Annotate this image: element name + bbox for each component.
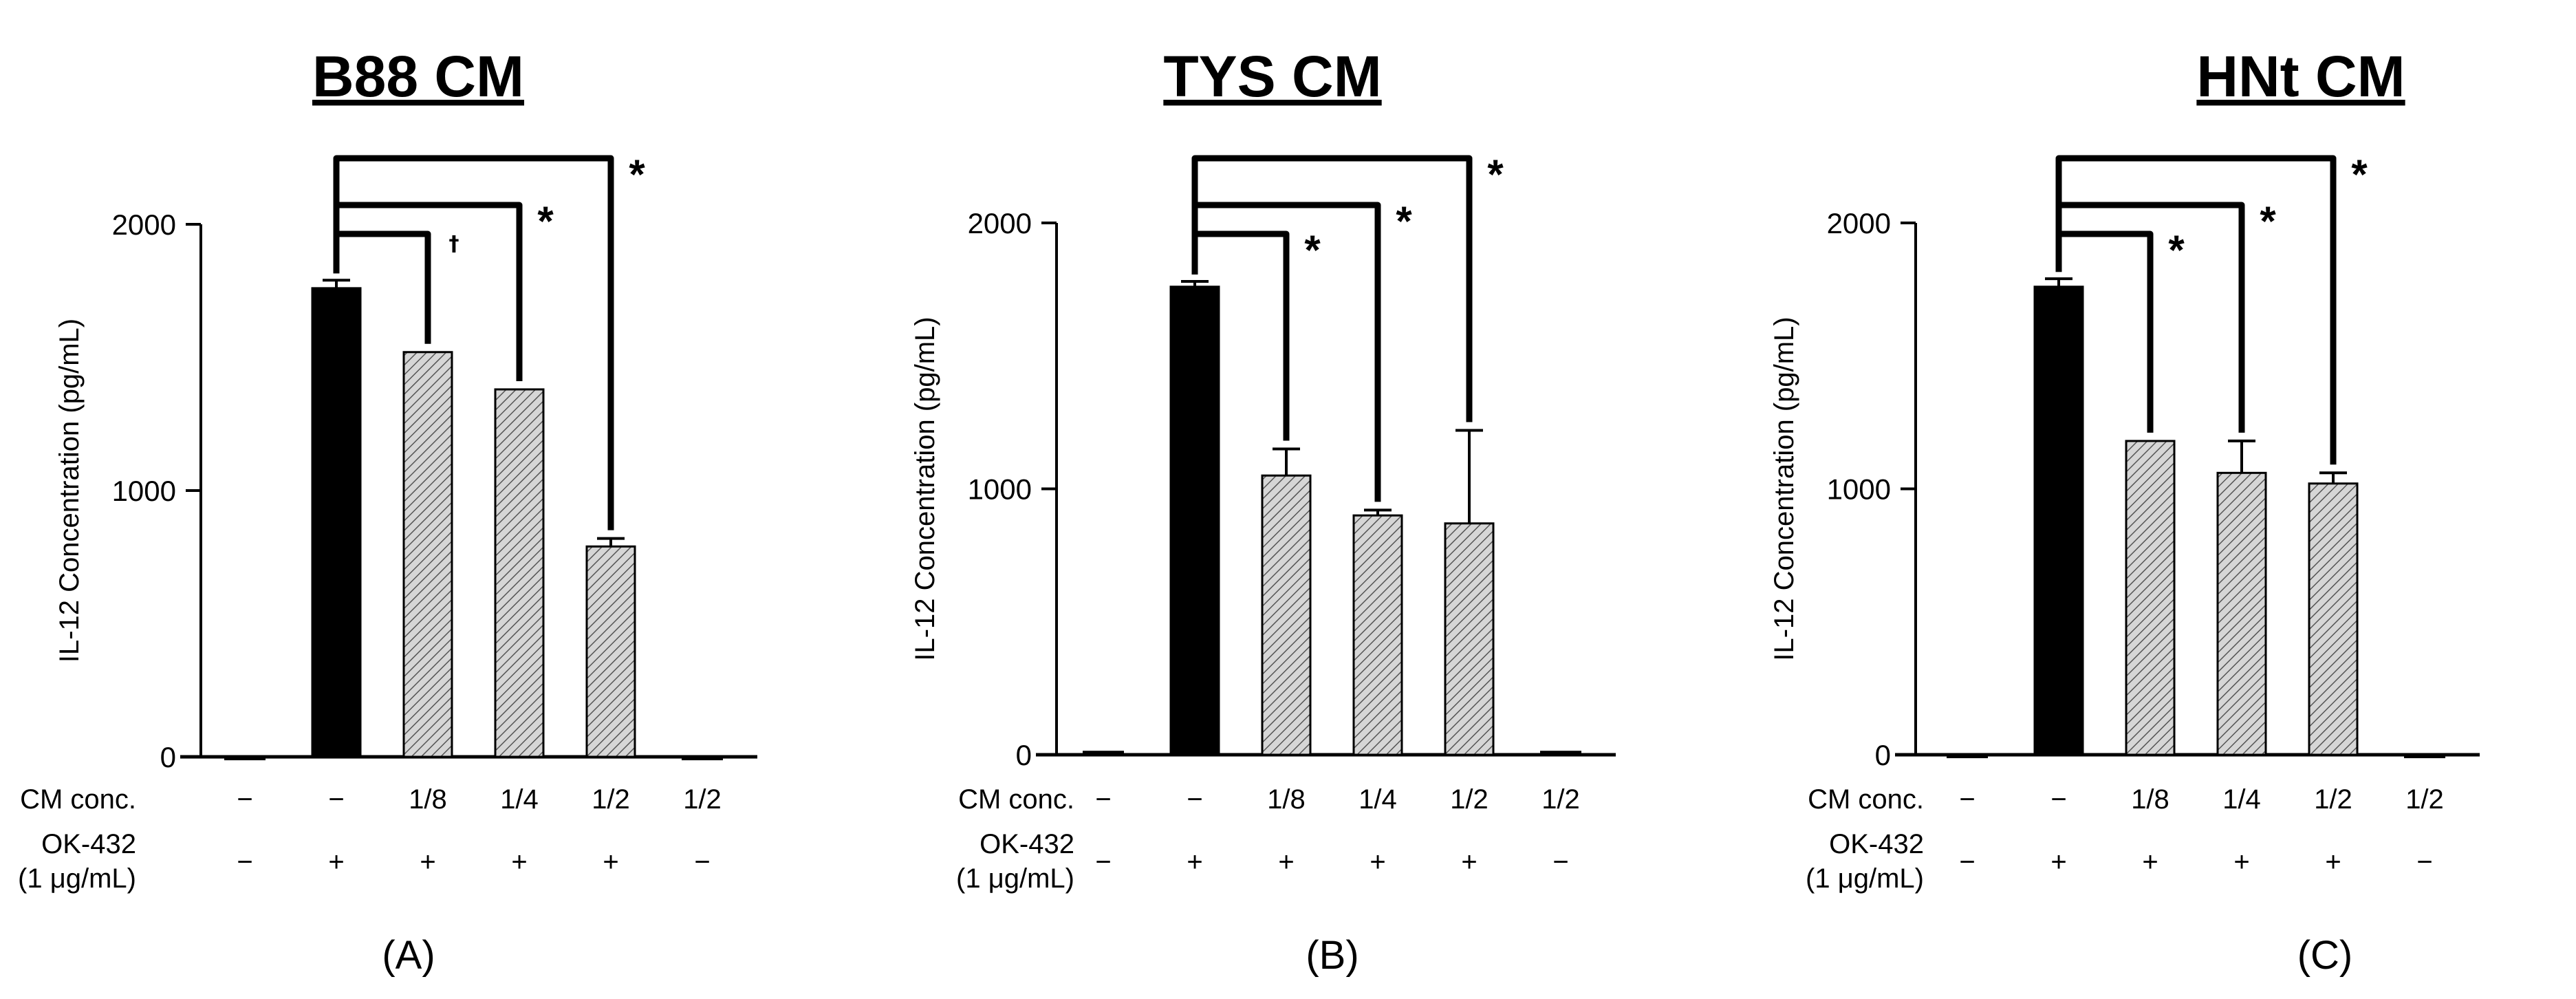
bar-5 xyxy=(1540,751,1581,755)
chart-panel-2: HNt CM 0 1000 2000 IL-12 Concentration (pg/m… xyxy=(1769,44,2480,978)
ok432-value: − xyxy=(1095,847,1111,877)
y-tick-label: 0 xyxy=(1016,739,1032,771)
panel-label: (A) xyxy=(382,933,435,978)
bar-4 xyxy=(2308,482,2359,756)
cm-conc-value: 1/2 xyxy=(2314,784,2352,815)
y-tick-label: 0 xyxy=(160,741,176,773)
significance-mark: * xyxy=(629,151,645,197)
ok432-row-label-unit: (1 μg/mL) xyxy=(1806,863,1924,894)
chart-title: TYS CM xyxy=(1163,44,1381,109)
cm-conc-value: − xyxy=(2050,784,2066,815)
y-tick-label: 1000 xyxy=(968,473,1032,506)
bar-1 xyxy=(311,287,362,758)
significance-mark: * xyxy=(2168,227,2185,273)
ok432-value: − xyxy=(1959,847,1975,877)
ok432-value: + xyxy=(2325,847,2341,877)
bar-0 xyxy=(224,757,266,760)
significance-mark: † xyxy=(449,232,459,256)
significance-mark: * xyxy=(2260,198,2276,244)
bar-2 xyxy=(2125,440,2176,756)
significance-mark: * xyxy=(1487,151,1504,197)
ok432-value: + xyxy=(2142,847,2158,877)
bar-1 xyxy=(1169,286,1220,756)
ok432-value: + xyxy=(2050,847,2066,877)
bar-3 xyxy=(494,388,545,758)
panel-label: (B) xyxy=(1306,933,1359,978)
significance-mark: * xyxy=(1396,198,1412,244)
significance-mark: * xyxy=(2351,151,2368,197)
cm-conc-value: 1/8 xyxy=(2131,784,2169,815)
y-axis-label: IL-12 Concentration (pg/mL) xyxy=(1769,316,1799,660)
ok432-value: − xyxy=(694,847,710,877)
bar-2 xyxy=(1261,474,1312,756)
y-tick-label: 1000 xyxy=(1827,473,1891,506)
ok432-value: + xyxy=(1187,847,1202,877)
chart-title: B88 CM xyxy=(312,44,524,109)
cm-conc-value: 1/2 xyxy=(683,784,722,815)
cm-conc-value: − xyxy=(1959,784,1975,815)
significance-bracket xyxy=(1191,155,1473,422)
bar-4 xyxy=(585,545,636,758)
ok432-row-label-unit: (1 μg/mL) xyxy=(956,863,1074,894)
cm-conc-value: 1/4 xyxy=(500,784,539,815)
ok432-value: − xyxy=(2416,847,2432,877)
bar-4 xyxy=(1444,522,1495,756)
y-tick-label: 2000 xyxy=(1827,207,1891,239)
significance-mark: * xyxy=(537,198,554,244)
cm-conc-value: 1/4 xyxy=(2222,784,2261,815)
chart-panel-0: B88 CM 0 1000 2000 IL-12 Concentration (pg/m… xyxy=(18,44,757,978)
cm-conc-value: 1/2 xyxy=(1450,784,1489,815)
cm-conc-value: 1/2 xyxy=(2405,784,2444,815)
cm-conc-value: − xyxy=(237,784,252,815)
y-axis-label: IL-12 Concentration (pg/mL) xyxy=(910,316,940,660)
y-tick-label: 0 xyxy=(1875,739,1891,771)
cm-conc-value: − xyxy=(1095,784,1111,815)
cm-conc-value: 1/2 xyxy=(1541,784,1580,815)
ok432-value: + xyxy=(1461,847,1477,877)
y-tick-label: 1000 xyxy=(112,475,176,507)
ok432-value: + xyxy=(603,847,618,877)
bar-3 xyxy=(2216,471,2267,756)
cm-conc-row-label: CM conc. xyxy=(1808,784,1924,815)
cm-conc-value: − xyxy=(328,784,344,815)
ok432-value: + xyxy=(2233,847,2249,877)
ok432-row-label-unit: (1 μg/mL) xyxy=(18,863,136,894)
bar-5 xyxy=(2404,755,2445,758)
bar-0 xyxy=(1083,751,1124,755)
cm-conc-value: 1/4 xyxy=(1359,784,1397,815)
ok432-row-label: OK-432 xyxy=(41,829,136,859)
ok432-value: + xyxy=(420,847,435,877)
cm-conc-row-label: CM conc. xyxy=(958,784,1074,815)
cm-conc-value: 1/8 xyxy=(409,784,447,815)
ok432-row-label: OK-432 xyxy=(979,829,1074,859)
chart-title: HNt CM xyxy=(2196,44,2405,109)
ok432-row-label: OK-432 xyxy=(1829,829,1924,859)
significance-bracket xyxy=(2055,155,2337,465)
bar-0 xyxy=(1947,755,1988,758)
cm-conc-value: 1/2 xyxy=(592,784,630,815)
ok432-value: − xyxy=(1552,847,1568,877)
ok432-value: + xyxy=(1278,847,1294,877)
bar-3 xyxy=(1352,514,1403,756)
panel-label: (C) xyxy=(2297,933,2353,978)
bar-5 xyxy=(682,757,723,760)
ok432-value: + xyxy=(328,847,344,877)
cm-conc-value: − xyxy=(1187,784,1202,815)
significance-mark: * xyxy=(1304,227,1321,273)
ok432-value: − xyxy=(237,847,252,877)
y-tick-label: 2000 xyxy=(112,208,176,241)
y-tick-label: 2000 xyxy=(968,207,1032,239)
bar-2 xyxy=(402,351,453,758)
cm-conc-row-label: CM conc. xyxy=(20,784,136,815)
bar-1 xyxy=(2033,286,2084,756)
ok432-value: + xyxy=(511,847,527,877)
y-axis-label: IL-12 Concentration (pg/mL) xyxy=(54,319,85,663)
cm-conc-value: 1/8 xyxy=(1267,784,1306,815)
chart-panel-1: TYS CM 0 1000 2000 IL-12 Concentration (pg/m… xyxy=(910,44,1616,978)
ok432-value: + xyxy=(1370,847,1385,877)
significance-bracket xyxy=(333,155,614,530)
